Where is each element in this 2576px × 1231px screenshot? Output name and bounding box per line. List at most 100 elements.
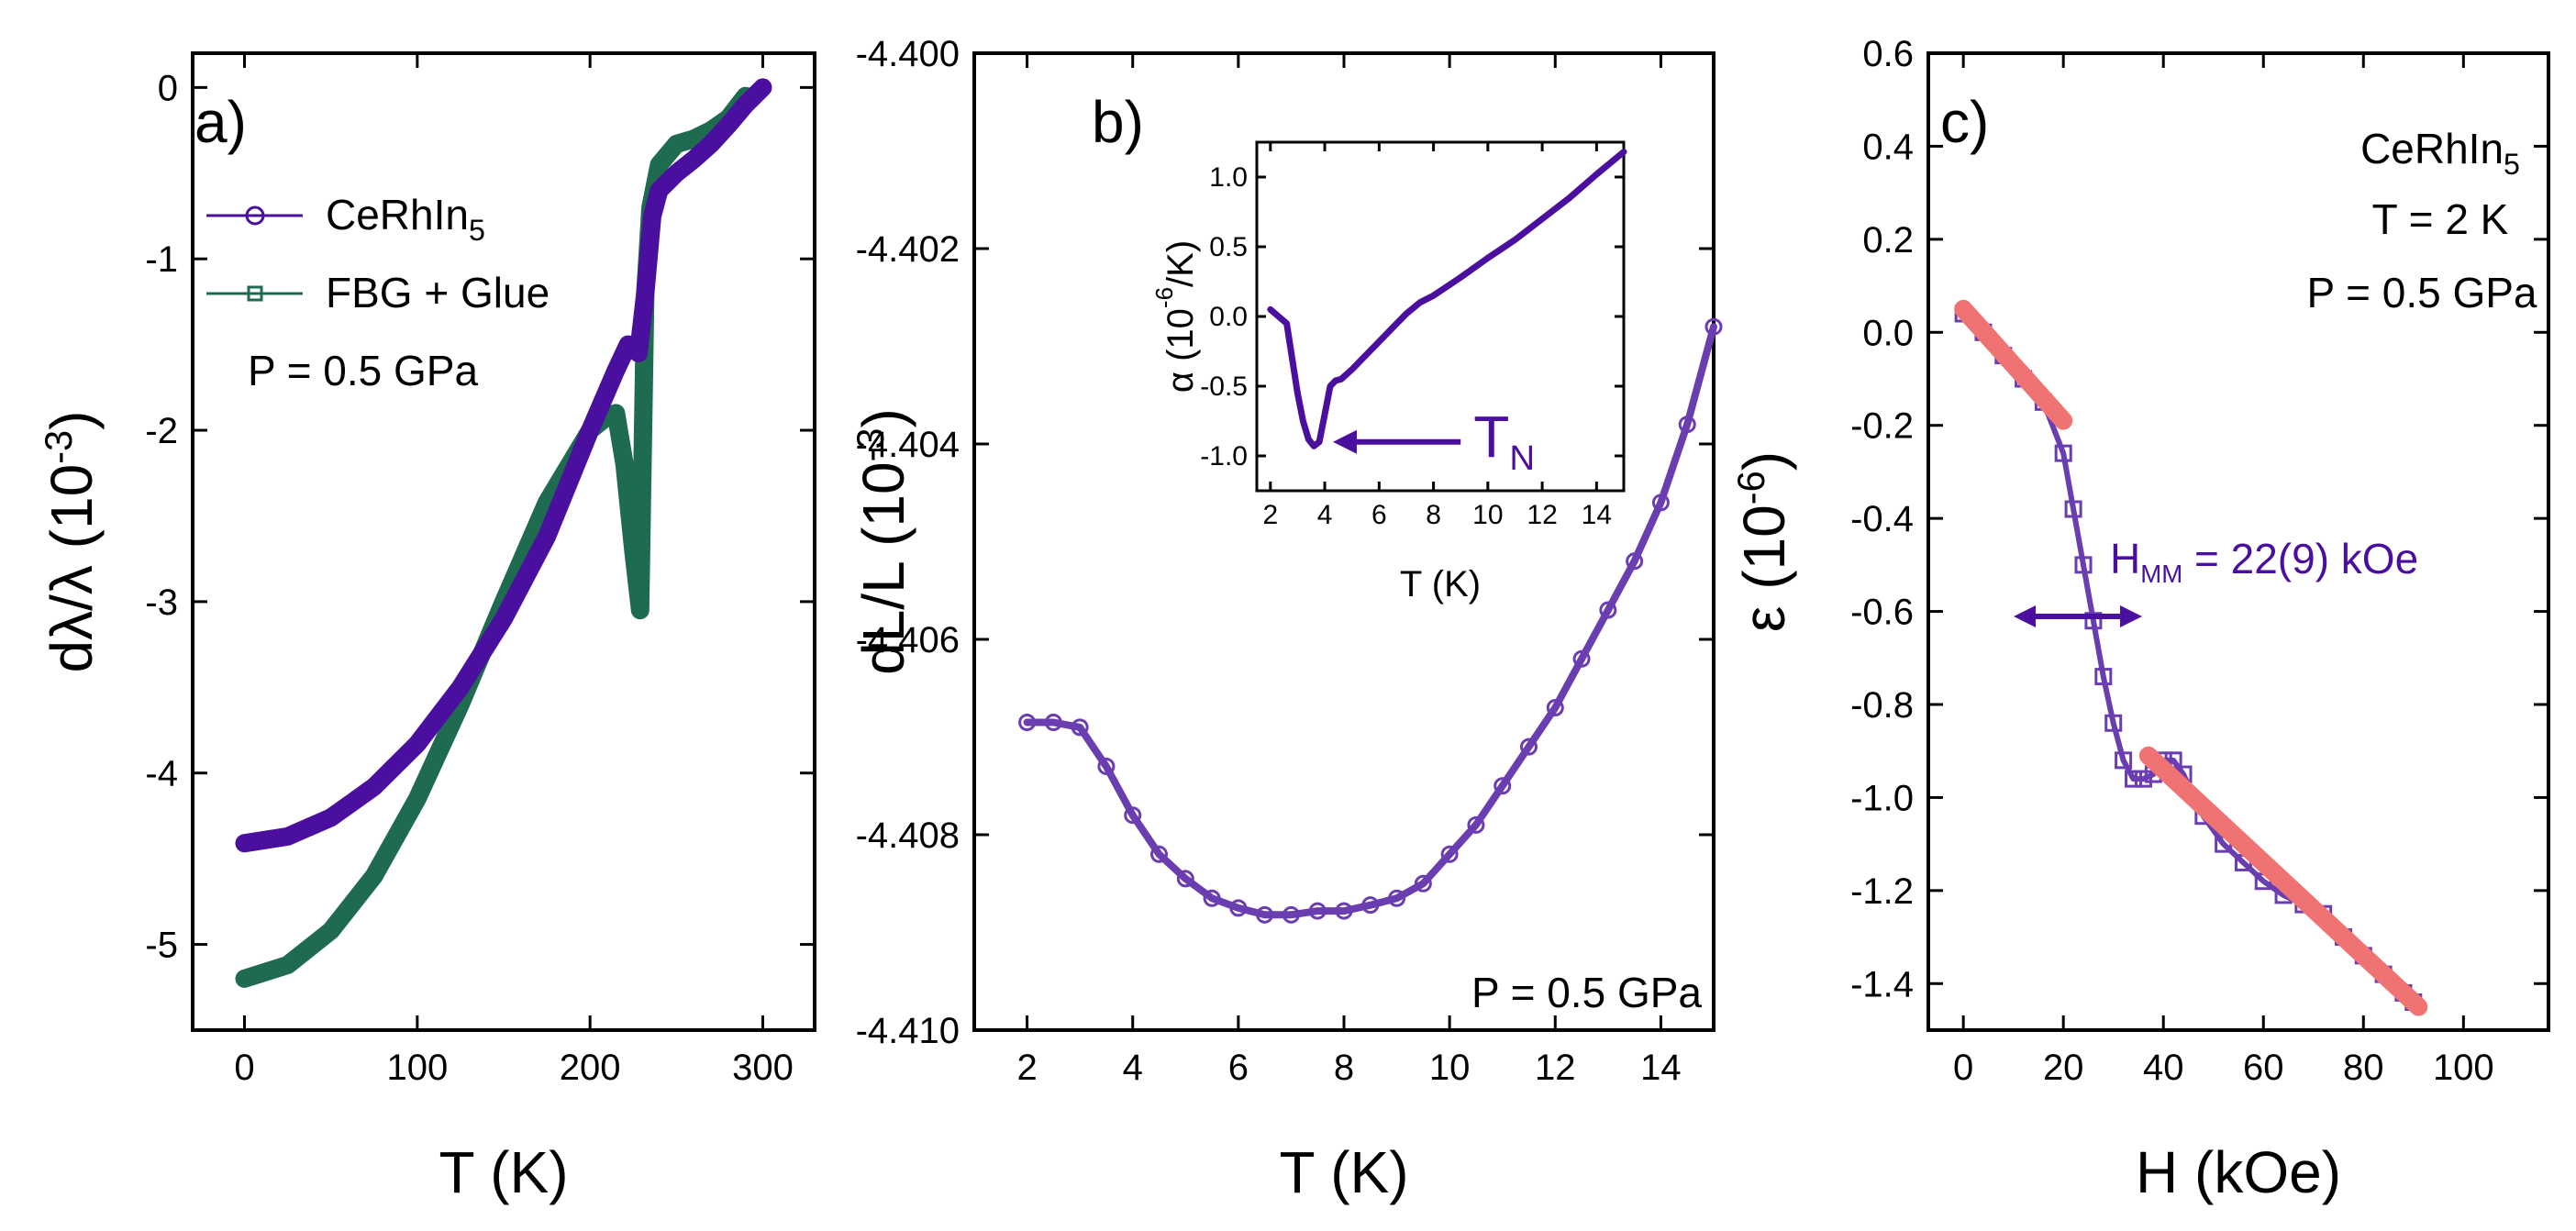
panel-a-ytick-label: -2 [145, 411, 178, 451]
panel-c-ytick-label: 0.0 [1862, 313, 1914, 353]
panel-b-series-marker [1018, 714, 1037, 732]
panel-c-series-marker [2054, 444, 2072, 462]
panel-c-xtick-label: 40 [2143, 1048, 2184, 1088]
panel-b-series-marker [1150, 845, 1168, 863]
panel-b-inset-xtick-label: 6 [1371, 500, 1387, 530]
panel-b-xtick-label: 10 [1429, 1048, 1471, 1088]
panel-c-xtick-label: 60 [2243, 1048, 2284, 1088]
panel-a-legend-marker [247, 285, 263, 302]
panel-c-series-marker [2094, 668, 2113, 686]
panel-b-inset-xtick-label: 8 [1426, 500, 1441, 530]
panel-b-series-marker [1546, 699, 1564, 717]
panel-c-y-axis-label-main: ε (10 [1731, 505, 1797, 632]
panel-b-x-axis-label: T (K) [1279, 1139, 1408, 1205]
panel-b-ytick-label: -4.410 [856, 1011, 960, 1051]
panel-b-ytick-label: -4.404 [856, 425, 960, 465]
panel-b-series-marker [1203, 889, 1221, 907]
panel-a-legend-marker [245, 205, 265, 226]
panel-c-hmm-rest: = 22(9) kOe [2182, 535, 2418, 582]
panel-c-ytick-label: -0.2 [1850, 406, 1914, 447]
panel-a-ytick-label: -3 [145, 582, 178, 623]
panel-b-y-axis-label-close: ) [850, 408, 916, 427]
panel-c-fit-high-field [2138, 746, 2428, 1016]
panel-c-compound-sub: 5 [2504, 148, 2520, 181]
panel-a-ytick-label: 0 [158, 68, 178, 108]
panel-a-y-axis-label-sup: -3 [37, 430, 80, 464]
panel-a-series-cerhin5-end-marker [755, 79, 771, 95]
panel-c-xtick-label: 80 [2343, 1048, 2384, 1088]
panel-b-pressure-annotation: P = 0.5 GPa [1471, 969, 1702, 1016]
panel-a-axes-frame [191, 51, 816, 1032]
panel-b-inset-series-line [1267, 149, 1627, 449]
panel-b-ytick-label: -4.400 [856, 34, 960, 74]
panel-a-y-axis-label-close: ) [39, 411, 105, 430]
panel-c-ytick-label: -0.4 [1850, 499, 1914, 539]
panel-b-series-marker [1599, 601, 1617, 619]
panel-b-y-axis-label: dL/L (10-3) [849, 408, 916, 675]
panel-b-inset-y-axis-label-sup: -6 [1150, 287, 1178, 308]
panel-b-xtick-label: 2 [1016, 1048, 1037, 1088]
panel-c-ytick-label: -0.8 [1850, 685, 1914, 726]
panel-b-inset-tn-label: TN [1473, 404, 1535, 478]
panel-c: 0 20 40 60 80 100 0.6 0.4 0.2 0.0 -0.2 -0.4 -0.6 -0.8… [1729, 34, 2550, 1205]
panel-b-inset-xtick-label: 10 [1472, 500, 1503, 530]
panel-b-inset-tn-label-main: T [1473, 404, 1509, 470]
panel-c-series-marker [2134, 770, 2152, 788]
panel-c-series-line [1960, 311, 2416, 1005]
panel-c-temperature-annotation: T = 2 K [2372, 195, 2509, 243]
panel-b-series-marker [1493, 777, 1512, 795]
panel-a-xtick-label: 0 [234, 1048, 254, 1088]
panel-b-series-marker [1282, 905, 1300, 924]
panel-b-series-marker [1176, 870, 1194, 888]
panel-b-inset-xtick-label: 4 [1317, 500, 1333, 530]
panel-b-series-marker [1229, 899, 1248, 917]
panel-c-series-marker [2074, 556, 2093, 574]
panel-a-xtick-label: 200 [560, 1048, 621, 1088]
panel-c-hmm-arrow-head-left [2014, 605, 2036, 627]
panel-a-legend-label-main: CeRhIn [326, 191, 469, 238]
panel-b-series-line [1023, 323, 1717, 919]
panel-c-series-marker [2125, 770, 2143, 788]
panel-b-inset-xtick-label: 14 [1582, 500, 1612, 530]
panel-b-inset-x-axis-label: T (K) [1400, 564, 1481, 604]
panel-b-inset-y-axis-label-main: α (10 [1160, 308, 1201, 393]
panel-b-inset-ytick-label: -1.0 [1200, 441, 1248, 471]
panel-b-series-marker [1097, 757, 1116, 775]
panel-a-y-axis-label: dλ/λ (10-3) [37, 411, 105, 673]
panel-b-series-marker [1361, 896, 1380, 915]
panel-b-series-marker [1651, 494, 1670, 512]
panel-b-inset-tn-arrow-head [1332, 429, 1357, 454]
panel-b-series-marker [1467, 815, 1485, 834]
panel-c-ytick-label: -1.4 [1850, 964, 1914, 1004]
panel-a-ytick-label: -5 [145, 926, 178, 966]
panel-a-label: a) [194, 89, 247, 155]
panel-c-axes-frame [1926, 51, 2550, 1032]
panel-c-series-marker [2064, 500, 2082, 518]
panel-a-ytick-label: -1 [145, 239, 178, 280]
panel-a-x-axis-label: T (K) [439, 1139, 568, 1205]
panel-b-inset-y-axis-label-close: /K) [1160, 240, 1201, 287]
panel-b-xtick-label: 14 [1640, 1048, 1682, 1088]
panel-c-pressure-annotation: P = 0.5 GPa [2306, 269, 2537, 316]
panel-b-series-marker [1124, 806, 1142, 825]
panel-b-inset-ytick-label: 0.0 [1209, 302, 1248, 332]
panel-c-label: c) [1940, 89, 1989, 155]
panel-b-series-marker [1626, 552, 1644, 571]
panel-c-ytick-label: 0.6 [1862, 34, 1914, 74]
panel-a-legend-label-sub: 5 [469, 214, 485, 247]
panel-b-y-axis-label-main: dL/L (10 [850, 461, 916, 674]
panel-b-xtick-label: 12 [1535, 1048, 1576, 1088]
panel-c-ytick-label: -0.6 [1850, 593, 1914, 633]
panel-c-hmm-main: H [2110, 535, 2140, 582]
panel-c-x-axis-label: H (kOe) [2136, 1139, 2341, 1205]
panel-c-xtick-label: 20 [2043, 1048, 2084, 1088]
panel-a-series-fbg-line [235, 86, 755, 988]
panel-b-xtick-label: 6 [1228, 1048, 1249, 1088]
panel-b-y-axis-label-sup: -3 [849, 427, 892, 461]
panel-c-y-axis-label: ε (10-6) [1729, 451, 1797, 632]
panel-c-ytick-label: -1.2 [1850, 871, 1914, 912]
panel-b-series-marker [1572, 649, 1591, 668]
panel-c-xtick-label: 100 [2433, 1048, 2494, 1088]
panel-b-series-marker [1071, 718, 1089, 737]
